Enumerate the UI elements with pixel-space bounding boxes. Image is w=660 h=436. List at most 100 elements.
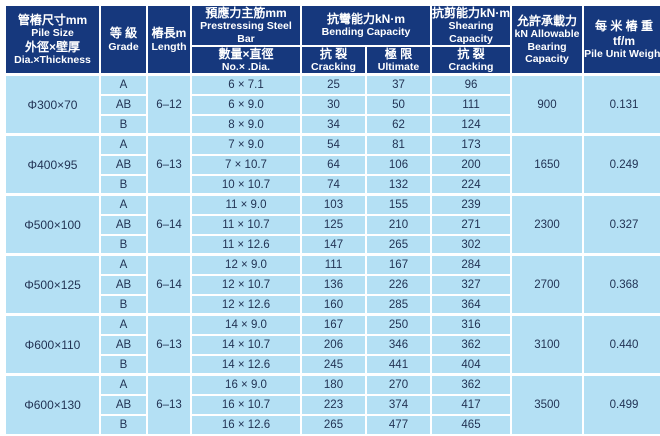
shearing-cracking-cell: 362 bbox=[430, 373, 512, 396]
header-shearing-cracking: 抗 裂 Cracking bbox=[430, 44, 512, 77]
steel-bar-cell: 12 × 12.6 bbox=[190, 293, 302, 316]
grade-cell: A bbox=[99, 133, 148, 156]
header-steel-no-dia: 數量×直徑 No.× .Dia. bbox=[190, 44, 302, 77]
length-cell: 6–12 bbox=[146, 73, 192, 136]
table-header: 管樁尺寸mm Pile Size 外徑×壁厚 Dia.×Thickness 等 … bbox=[4, 4, 660, 77]
length-cell: 6–13 bbox=[146, 313, 192, 376]
steel-bar-cell: 14 × 10.7 bbox=[190, 333, 302, 356]
header-pile-size-zh: 管樁尺寸mm bbox=[17, 13, 88, 28]
grade-cell: AB bbox=[99, 213, 148, 236]
header-unit-weight: 每 米 樁 重 tf/m Pile Unit Weight bbox=[582, 4, 660, 76]
table-row: B 12 × 12.6 160 285 364 bbox=[5, 293, 660, 316]
pile-size-cell: Φ600×130 bbox=[4, 373, 101, 436]
grade-cell: B bbox=[99, 413, 148, 436]
unit-weight-cell: 0.249 bbox=[582, 133, 660, 196]
pile-size-cell: Φ400×95 bbox=[4, 133, 101, 196]
header-pile-size: 管樁尺寸mm Pile Size 外徑×壁厚 Dia.×Thickness bbox=[4, 4, 101, 76]
length-cell: 6–13 bbox=[146, 373, 192, 436]
bearing-cell: 2300 bbox=[510, 193, 584, 256]
grade-cell: AB bbox=[99, 333, 148, 356]
bearing-cell: 3100 bbox=[510, 313, 584, 376]
grade-cell: A bbox=[99, 313, 148, 336]
bending-ultimate-cell: 477 bbox=[365, 413, 432, 436]
grade-cell: A bbox=[99, 193, 148, 216]
bending-ultimate-cell: 167 bbox=[365, 253, 432, 276]
bending-ultimate-cell: 37 bbox=[365, 73, 432, 96]
steel-bar-cell: 16 × 12.6 bbox=[190, 413, 302, 436]
bearing-cell: 2700 bbox=[510, 253, 584, 316]
table-row: Φ500×100 A 6–14 11 × 9.0 103 155 239 2300 0.327 bbox=[4, 193, 660, 256]
header-bending-ultimate-en: Ultimate bbox=[377, 61, 420, 74]
steel-bar-cell: 7 × 9.0 bbox=[190, 133, 302, 156]
bending-ultimate-cell: 106 bbox=[365, 153, 432, 176]
header-length: 樁長m Length bbox=[146, 4, 192, 76]
header-bearing-en3: Capacity bbox=[525, 52, 569, 65]
shearing-cracking-cell: 173 bbox=[430, 133, 512, 156]
header-bending-en: Bending Capacity bbox=[321, 26, 411, 39]
pile-size-cell: Φ500×100 bbox=[4, 193, 101, 256]
steel-bar-cell: 16 × 10.7 bbox=[190, 393, 302, 416]
header-steel-bar: 預應力主筋mm Prestressing Steel Bar bbox=[190, 4, 302, 47]
bending-ultimate-cell: 155 bbox=[365, 193, 432, 216]
header-bending-zh: 抗彎能力kN·m bbox=[326, 12, 405, 27]
bending-cracking-cell: 147 bbox=[300, 233, 367, 256]
shearing-cracking-cell: 417 bbox=[430, 393, 512, 416]
steel-bar-cell: 14 × 9.0 bbox=[190, 313, 302, 336]
bending-ultimate-cell: 81 bbox=[365, 133, 432, 156]
pile-size-cell: Φ500×125 bbox=[4, 253, 101, 316]
header-bearing-en1: kN Allowable bbox=[514, 28, 580, 41]
header-shearing-zh: 抗剪能力kN·m bbox=[432, 6, 511, 20]
header-steel-no-dia-en: No.× .Dia. bbox=[221, 61, 271, 74]
bending-cracking-cell: 136 bbox=[300, 273, 367, 296]
bending-cracking-cell: 206 bbox=[300, 333, 367, 356]
header-bending-cracking-en: Cracking bbox=[311, 61, 356, 74]
grade-cell: A bbox=[99, 373, 148, 396]
shearing-cracking-cell: 96 bbox=[430, 73, 512, 96]
bending-ultimate-cell: 62 bbox=[365, 113, 432, 136]
table-body: Φ300×70 A 6–12 6 × 7.1 25 37 96 900 0.131 AB 6 × 9… bbox=[4, 73, 660, 436]
bearing-cell: 1650 bbox=[510, 133, 584, 196]
steel-bar-cell: 14 × 12.6 bbox=[190, 353, 302, 376]
grade-cell: B bbox=[99, 353, 148, 376]
table-row: AB 11 × 10.7 125 210 271 bbox=[5, 213, 660, 236]
grade-cell: B bbox=[99, 113, 148, 136]
header-grade: 等 級 Grade bbox=[99, 4, 148, 76]
table-row: B 14 × 12.6 245 441 404 bbox=[5, 353, 660, 376]
steel-bar-cell: 16 × 9.0 bbox=[190, 373, 302, 396]
header-shearing-cracking-zh: 抗 裂 bbox=[457, 46, 485, 61]
pile-size-cell: Φ300×70 bbox=[4, 73, 101, 136]
bending-cracking-cell: 167 bbox=[300, 313, 367, 336]
bending-ultimate-cell: 250 bbox=[365, 313, 432, 336]
header-pile-dims-zh: 外徑×壁厚 bbox=[24, 39, 80, 54]
grade-cell: A bbox=[99, 253, 148, 276]
shearing-cracking-cell: 284 bbox=[430, 253, 512, 276]
unit-weight-cell: 0.440 bbox=[582, 313, 660, 376]
steel-bar-cell: 11 × 12.6 bbox=[190, 233, 302, 256]
bending-ultimate-cell: 265 bbox=[365, 233, 432, 256]
header-bearing-en2: Bearing bbox=[527, 40, 567, 53]
bending-ultimate-cell: 285 bbox=[365, 293, 432, 316]
header-unit-weight-zh: 每 米 樁 重 tf/m bbox=[594, 19, 653, 48]
shearing-cracking-cell: 111 bbox=[430, 93, 512, 116]
bending-cracking-cell: 74 bbox=[300, 173, 367, 196]
shearing-cracking-cell: 200 bbox=[430, 153, 512, 176]
steel-bar-cell: 6 × 7.1 bbox=[190, 73, 302, 96]
header-length-zh: 樁長m bbox=[151, 26, 187, 41]
header-steel-en: Prestressing Steel Bar bbox=[200, 20, 292, 45]
steel-bar-cell: 10 × 10.7 bbox=[190, 173, 302, 196]
bending-ultimate-cell: 270 bbox=[365, 373, 432, 396]
grade-cell: AB bbox=[99, 273, 148, 296]
bending-ultimate-cell: 441 bbox=[365, 353, 432, 376]
bending-cracking-cell: 30 bbox=[300, 93, 367, 116]
header-pile-dims-en: Dia.×Thickness bbox=[14, 53, 91, 66]
table-row: AB 12 × 10.7 136 226 327 bbox=[5, 273, 660, 296]
bending-cracking-cell: 125 bbox=[300, 213, 367, 236]
grade-cell: AB bbox=[99, 153, 148, 176]
unit-weight-cell: 0.327 bbox=[582, 193, 660, 256]
bending-ultimate-cell: 226 bbox=[365, 273, 432, 296]
steel-bar-cell: 11 × 10.7 bbox=[190, 213, 302, 236]
length-cell: 6–13 bbox=[146, 133, 192, 196]
table-row: AB 16 × 10.7 223 374 417 bbox=[5, 393, 660, 416]
bending-cracking-cell: 245 bbox=[300, 353, 367, 376]
bending-ultimate-cell: 346 bbox=[365, 333, 432, 356]
